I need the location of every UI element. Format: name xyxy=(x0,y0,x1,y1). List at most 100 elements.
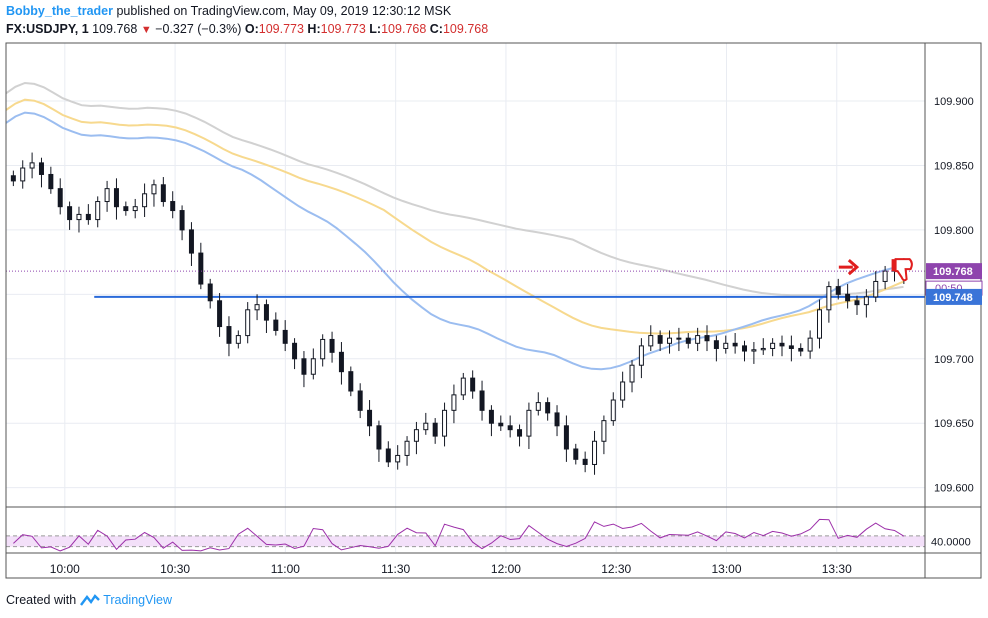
candle-body xyxy=(488,409,494,424)
candle-body xyxy=(132,206,138,212)
y-tick-label: 109.850 xyxy=(934,160,974,172)
candle-body xyxy=(470,377,476,392)
candle-body xyxy=(217,300,223,328)
tradingview-brand[interactable]: TradingView xyxy=(80,593,172,607)
candle-body xyxy=(742,345,748,352)
candle-body xyxy=(320,338,326,360)
candle-body xyxy=(329,338,335,353)
axes: 10:00 10:30 11:00 11:30 12:00 12:30 13:00 13:30… xyxy=(50,96,983,576)
candle-body xyxy=(207,283,213,302)
candle-body xyxy=(10,175,16,182)
rsi-tick-label: 40.0000 xyxy=(931,536,971,548)
x-tick-label: 13:30 xyxy=(822,562,852,576)
candle-body xyxy=(142,193,148,208)
x-tick-label: 11:00 xyxy=(271,562,300,576)
right-arrow-head-icon xyxy=(847,259,860,276)
candle-body xyxy=(273,319,279,331)
candle-body xyxy=(685,337,691,344)
y-tick-label: 109.600 xyxy=(934,483,974,495)
candle-body xyxy=(507,425,513,431)
moving-averages xyxy=(5,81,904,371)
candle-body xyxy=(723,342,729,349)
candle-body xyxy=(123,206,129,212)
candle-body xyxy=(460,377,466,396)
candle-body xyxy=(592,440,598,465)
author-link[interactable]: Bobby_the_trader xyxy=(6,4,113,18)
x-tick-label: 12:00 xyxy=(491,562,521,576)
candle-body xyxy=(657,335,663,344)
low-value: 109.768 xyxy=(381,22,427,36)
candle-body xyxy=(160,184,166,203)
published-info: published on TradingView.com, May 09, 20… xyxy=(116,4,452,18)
candle-body xyxy=(760,347,766,351)
candle-body xyxy=(863,296,869,306)
candle-body xyxy=(226,326,232,344)
last-price-badge: 109.768 xyxy=(933,266,973,278)
candle-body xyxy=(20,167,26,182)
candle-body xyxy=(404,440,410,456)
rsi-panel xyxy=(6,518,925,552)
candle-body xyxy=(535,402,541,411)
brand-name: TradingView xyxy=(103,593,172,607)
candle-body xyxy=(85,213,91,221)
thumbs-down-cuff-icon xyxy=(891,259,896,272)
x-tick-label: 12:30 xyxy=(601,562,631,576)
high-label: H: xyxy=(307,22,321,36)
sma-blue-line xyxy=(5,111,904,371)
candle-body xyxy=(57,188,63,208)
annotations xyxy=(838,258,913,282)
candle-body xyxy=(854,300,860,306)
last-price-badge-bg xyxy=(926,263,982,280)
x-tick-label: 10:30 xyxy=(160,562,190,576)
high-value: 109.773 xyxy=(320,22,366,36)
candle-body xyxy=(629,364,635,383)
x-tick-label: 11:30 xyxy=(381,562,410,576)
support-price-badge: 109.748 xyxy=(933,292,973,304)
close-label: C: xyxy=(429,22,443,36)
candle-body xyxy=(432,422,438,437)
thumbs-down-icon xyxy=(894,258,913,282)
candle-body xyxy=(170,201,176,212)
candle-body xyxy=(695,335,701,344)
candle-body xyxy=(104,188,110,203)
candle-body xyxy=(310,358,316,375)
candle-body xyxy=(357,390,363,411)
candle-body xyxy=(573,448,579,460)
footer: Created with TradingView xyxy=(6,593,172,607)
candle-body xyxy=(423,422,429,431)
candle-body xyxy=(254,304,260,311)
candle-body xyxy=(29,162,35,169)
candle-body xyxy=(479,390,485,411)
candle-body xyxy=(38,162,44,175)
price-change: −0.327 (−0.3%) xyxy=(155,22,242,36)
candle-body xyxy=(798,347,804,352)
created-with-label: Created with xyxy=(6,593,77,607)
candle-body xyxy=(263,304,269,321)
candle-body xyxy=(704,335,710,342)
candle-body xyxy=(545,402,551,414)
open-value: 109.773 xyxy=(258,22,304,36)
support-price-badge-bg xyxy=(926,288,982,305)
y-tick-label: 109.700 xyxy=(934,354,974,366)
candle-body xyxy=(292,342,298,360)
candle-body xyxy=(676,337,682,340)
candle-body xyxy=(113,188,119,208)
candle-body xyxy=(610,399,616,422)
candle-body xyxy=(667,337,673,344)
candle-body xyxy=(282,329,288,344)
candle-body xyxy=(638,345,644,366)
y-tick-label: 109.650 xyxy=(934,418,974,430)
candle-body xyxy=(563,425,569,450)
y-tick-label: 109.800 xyxy=(934,225,974,237)
close-value: 109.768 xyxy=(442,22,489,36)
candle-body xyxy=(245,309,251,337)
candle-body xyxy=(582,458,588,465)
candle-body xyxy=(67,206,73,221)
candle-body xyxy=(235,335,241,344)
candle-body xyxy=(301,358,307,375)
candles xyxy=(10,152,907,475)
candle-body xyxy=(348,371,354,392)
chart-outer-border xyxy=(5,42,982,579)
candle-body xyxy=(48,173,54,190)
